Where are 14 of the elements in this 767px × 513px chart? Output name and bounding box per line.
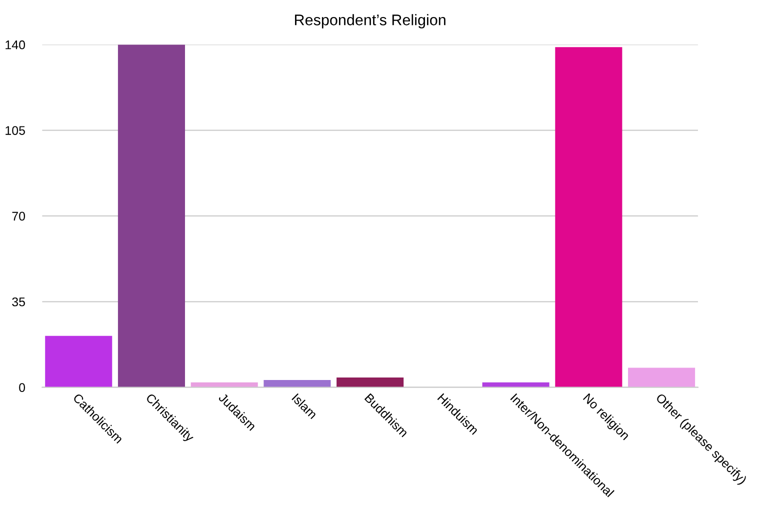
bar [628,368,696,388]
bar [336,378,404,388]
bar [482,382,550,388]
y-tick-label: 35 [12,297,25,306]
bar [118,44,185,388]
bar [264,380,331,388]
bar [45,336,112,388]
y-tick-label: 0 [19,383,26,392]
bar [555,47,622,388]
bar [190,382,258,388]
chart-title: Respondent’s Religion [295,14,446,28]
y-tick-label: 140 [6,40,26,50]
y-tick-label: 70 [12,212,26,221]
y-tick-label: 105 [6,126,25,135]
